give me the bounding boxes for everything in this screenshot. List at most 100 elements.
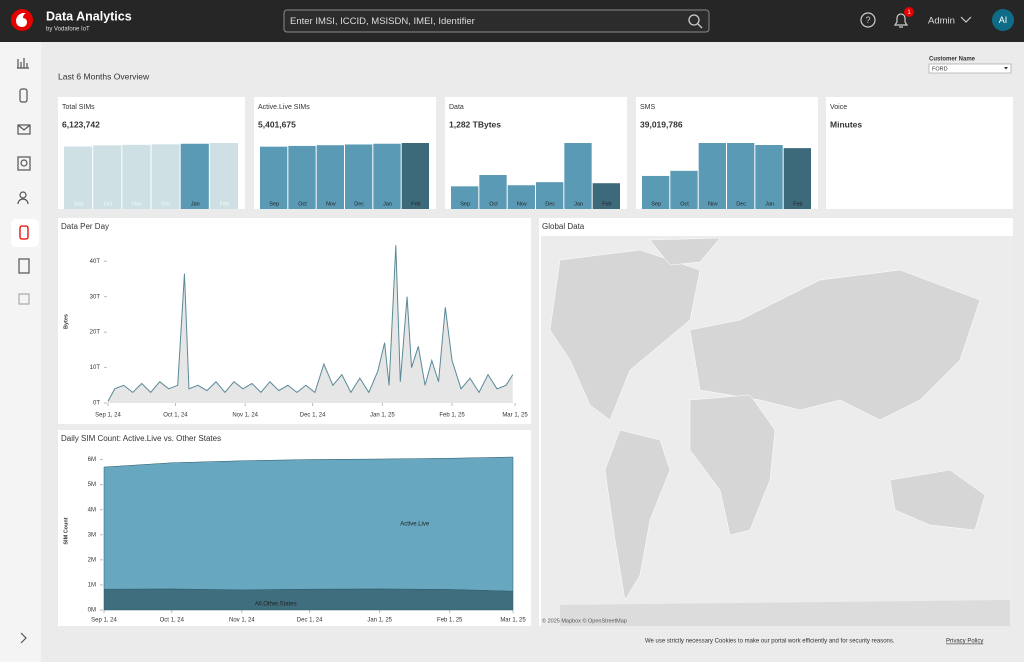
nav-reports[interactable] [18,258,30,274]
kpi-bar-label: Feb [793,201,802,207]
nav-dashboard[interactable] [17,58,29,69]
kpi-bar [288,145,316,209]
kpi-title: Active.Live SIMs [258,104,310,111]
kpi-bar-label: Nov [708,201,718,207]
kpi-value: 5,401,675 [258,119,296,129]
kpi-bar-label: Dec [354,201,364,207]
kpi-bar [64,146,93,209]
nav-users [17,198,29,205]
bell-icon[interactable] [893,13,909,28]
kpi-bar-label: Sep [269,201,279,207]
nav-messages [17,124,31,131]
kpi-bar-label: Oct [298,201,307,207]
y-axis-label: Bytes [63,314,69,329]
cookie-banner [41,630,1024,654]
help-icon[interactable] [860,12,876,28]
y-tick-label: 1M [88,582,96,588]
kpi-title: Data [449,104,464,111]
kpi-bar-label: Oct [489,201,498,207]
x-tick-label: Jan 1, 25 [367,618,392,624]
y-tick-label: 0T [93,401,100,407]
sidebar-icons [11,58,39,644]
series-label: All.Other.States [255,602,297,608]
app-title: Data Analytics [46,9,132,23]
search-placeholder: Enter IMSI, ICCID, MSISDN, IMEI, Identif… [290,16,475,27]
kpi-bar-label: Dec [161,201,171,207]
map-land [689,394,776,536]
kpi-bar [345,144,373,209]
map-land [889,469,986,531]
nav-search [20,159,28,167]
nav-active-bg [11,219,39,247]
area-series [103,456,514,592]
kpi-bar [93,145,122,209]
sidebar-expand[interactable] [20,632,27,644]
nav-users[interactable] [19,191,27,199]
app-subtitle: by Vodafone IoT [46,27,90,33]
user-name[interactable]: Admin [928,16,955,27]
kpi-bar-label: Oct [680,201,689,207]
x-tick-label: Sep 1, 24 [95,413,121,419]
map-land [689,269,981,421]
search-icon [697,23,703,29]
y-tick-label: 3M [88,532,96,538]
kpi-bar-label: Oct [103,201,112,207]
kpi-value: Minutes [830,119,862,129]
sidebar [0,42,41,662]
kpi-bar [507,185,535,209]
line-area [108,245,513,403]
map-land [560,600,1010,626]
kpi-bar [727,143,755,209]
kpi-bar-label: Sep [74,201,84,207]
nav-analytics[interactable] [19,225,29,240]
kpi-bar-label: Sep [460,201,470,207]
y-axis-label: SIM Count [63,517,69,544]
nav-sim[interactable] [19,88,28,103]
data-line [107,245,514,402]
chart-title: Data Per Day [61,222,109,231]
user-menu-chevron[interactable] [960,16,972,23]
kpi-bar-label: Feb [602,201,611,207]
kpi-bar-label: Nov [326,201,336,207]
y-tick-label: 40T [90,259,101,265]
search-icon[interactable] [688,14,700,26]
kpi-bar [564,143,592,209]
x-tick-label: Dec 1, 24 [297,618,323,624]
filter-label: Customer Name [929,57,976,63]
nav-external[interactable] [18,293,30,305]
kpi-bar [592,183,620,209]
filter-select[interactable] [928,63,1012,74]
kpi-bar [451,186,479,209]
kpi-bar-label: Jan [383,201,392,207]
x-tick-label: Mar 1, 25 [500,618,526,624]
kpi-title: Total SIMs [62,104,95,111]
search-box[interactable] [283,9,710,33]
kpi-value: 6,123,742 [62,119,100,129]
nav-messages[interactable] [17,124,31,135]
kpi-bar [316,145,344,209]
y-tick-label: 10T [90,365,101,371]
nav-search[interactable] [17,156,31,171]
area-series [103,588,514,611]
kpi-bar [642,175,670,209]
y-tick-label: 20T [90,330,101,336]
kpi-bar [670,170,698,209]
x-tick-label: Oct 1, 24 [163,413,188,419]
y-tick-label: 30T [90,294,101,300]
kpi-bar [373,143,401,209]
map-land [649,237,721,266]
kpi-title: SMS [640,104,656,111]
cookie-text: We use strictly necessary Cookies to mak… [645,639,895,645]
map-attribution: © 2025 Mapbox © OpenStreetMap [542,617,627,624]
map-land [604,429,671,601]
map-title: Global Data [542,222,585,231]
kpi-value: 39,019,786 [640,119,683,129]
kpi-bar-label: Dec [545,201,555,207]
x-tick-label: Mar 1, 25 [502,413,528,419]
x-tick-label: Nov 1, 24 [229,618,255,624]
x-tick-label: Feb 1, 25 [439,413,465,419]
avatar[interactable] [992,9,1014,31]
x-tick-label: Feb 1, 25 [437,618,463,624]
privacy-link[interactable]: Privacy Policy [946,639,983,645]
